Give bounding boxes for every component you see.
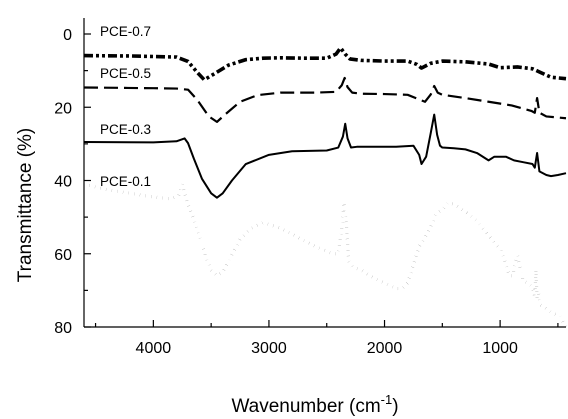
y-tick-label: 20 <box>54 100 72 117</box>
y-tick-label: 80 <box>54 320 72 337</box>
y-tick-label: 40 <box>54 174 72 191</box>
x-tick-label: 2000 <box>367 340 403 357</box>
series-line-pce-0-1 <box>83 182 568 328</box>
series-line-pce-0-5 <box>83 76 567 123</box>
axes-layer: 0 20 40 60 80 4000 3000 2000 1000 <box>54 18 566 357</box>
series-layer <box>83 46 568 328</box>
x-tick-label: 3000 <box>251 340 287 357</box>
series-label-pce-0-3: PCE-0.3 <box>100 122 151 137</box>
x-axis-title-main: Wavenumber (cm <box>231 396 380 417</box>
y-tick-label: 0 <box>63 27 72 44</box>
series-line-pce-0-3 <box>83 113 567 199</box>
x-axis-title: Wavenumber (cm-1) <box>231 392 398 417</box>
series-line-pce-0-7 <box>83 46 567 82</box>
series-label-pce-0-1: PCE-0.1 <box>100 174 151 189</box>
x-tick-label: 1000 <box>482 340 518 357</box>
x-axis-title-tail: ) <box>392 396 398 417</box>
x-tick-label: 4000 <box>136 340 172 357</box>
x-axis-title-superscript: -1 <box>381 392 393 407</box>
y-axis-title: Transmittance (%) <box>15 128 36 283</box>
y-tick-label: 60 <box>54 247 72 264</box>
series-label-pce-0-7: PCE-0.7 <box>100 24 151 39</box>
series-label-pce-0-5: PCE-0.5 <box>100 66 151 81</box>
